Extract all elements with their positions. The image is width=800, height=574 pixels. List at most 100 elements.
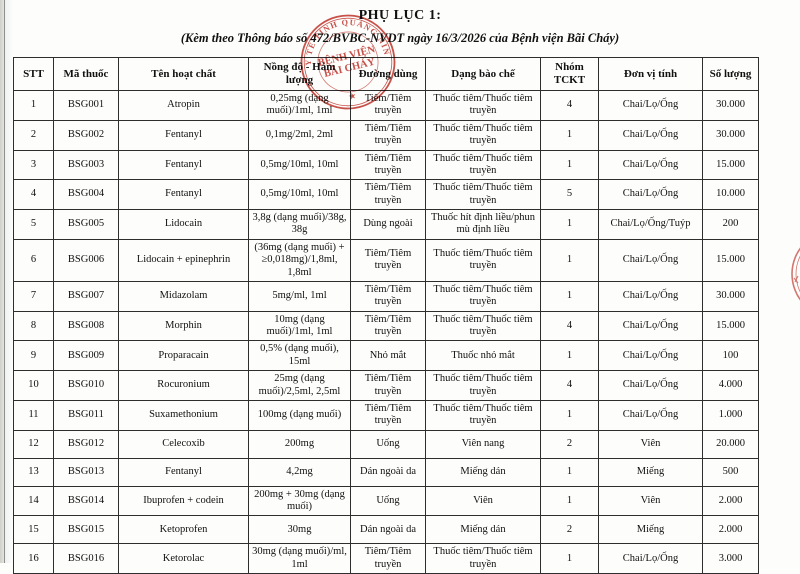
header-stt: STT [13, 57, 54, 91]
cell-nong-do-ham-luong: 5mg/ml, 1ml [248, 280, 351, 312]
cell-ten-hoat-chat: Atropin [118, 90, 249, 121]
table-header-row: STT Mã thuốc Tên hoạt chất Nồng độ - Hàm lư… [13, 57, 759, 91]
cell-ma-thuoc: BSG008 [53, 310, 119, 342]
cell-nong-do-ham-luong: 4,2mg [248, 457, 351, 487]
cell-stt: 1 [13, 90, 54, 121]
cell-so-luong: 2.000 [702, 485, 759, 517]
cell-nhom-tckt: 1 [540, 238, 599, 282]
cell-so-luong: 30.000 [702, 119, 759, 151]
cell-stt: 15 [13, 515, 54, 545]
cell-don-vi-tinh: Chai/Lọ/Ống [598, 340, 703, 372]
cell-nhom-tckt: 2 [540, 515, 599, 545]
cell-ma-thuoc: BSG013 [53, 457, 119, 487]
cell-duong-dung: Tiêm/Tiêm truyền [350, 149, 426, 181]
cell-nhom-tckt: 1 [540, 119, 599, 151]
cell-dang-bao-che: Viên nang [425, 429, 541, 459]
cell-ma-thuoc: BSG010 [53, 370, 119, 401]
partial-stamp-right-edge [791, 247, 800, 301]
cell-so-luong: 100 [702, 340, 759, 372]
cell-so-luong: 15.000 [702, 238, 759, 282]
cell-duong-dung: Uống [350, 429, 426, 459]
cell-nhom-tckt: 1 [540, 543, 599, 574]
cell-ma-thuoc: BSG002 [53, 119, 119, 151]
cell-so-luong: 2.000 [702, 515, 759, 545]
table-row: 5 BSG005 Lidocain 3,8g (dạng muối)/38g, 38g… [13, 209, 759, 240]
header-nhom-tckt: Nhóm TCKT [540, 57, 599, 91]
cell-nhom-tckt: 4 [540, 310, 599, 342]
cell-nhom-tckt: 1 [540, 457, 599, 487]
cell-ten-hoat-chat: Fentanyl [118, 179, 249, 210]
cell-ten-hoat-chat: Celecoxib [118, 429, 249, 459]
cell-ten-hoat-chat: Lidocain + epinephrin [118, 238, 249, 282]
scan-shadow [5, 0, 13, 563]
cell-nong-do-ham-luong: 0,1mg/2ml, 2ml [248, 119, 351, 151]
cell-nong-do-ham-luong: 30mg [248, 515, 351, 545]
page-subtitle: (Kèm theo Thông báo số 472/BVBC-NVDT ngà… [180, 31, 620, 45]
cell-don-vi-tinh: Chai/Lọ/Ống/Tuýp [598, 209, 703, 240]
cell-stt: 16 [13, 543, 54, 574]
cell-ten-hoat-chat: Suxamethonium [118, 399, 249, 431]
cell-ten-hoat-chat: Ibuprofen + codein [118, 485, 249, 517]
cell-stt: 8 [13, 310, 54, 342]
cell-dang-bao-che: Thuốc nhỏ mắt [425, 340, 541, 372]
cell-ten-hoat-chat: Fentanyl [118, 149, 249, 181]
cell-nhom-tckt: 2 [540, 429, 599, 459]
page-title: PHỤ LỤC 1: [358, 8, 442, 23]
cell-nhom-tckt: 1 [540, 149, 599, 181]
cell-don-vi-tinh: Miếng [598, 457, 703, 487]
cell-ten-hoat-chat: Ketorolac [118, 543, 249, 574]
cell-ma-thuoc: BSG015 [53, 515, 119, 545]
cell-duong-dung: Dán ngoài da [350, 515, 426, 545]
cell-duong-dung: Tiêm/Tiêm truyền [350, 238, 426, 282]
cell-don-vi-tinh: Chai/Lọ/Ống [598, 370, 703, 401]
cell-dang-bao-che: Miếng dán [425, 515, 541, 545]
cell-ma-thuoc: BSG003 [53, 149, 119, 181]
header-ten-hoat-chat: Tên hoạt chất [118, 57, 249, 91]
cell-ma-thuoc: BSG012 [53, 429, 119, 459]
cell-stt: 6 [13, 238, 54, 282]
cell-nong-do-ham-luong: 0,5mg/10ml, 10ml [248, 179, 351, 210]
cell-ma-thuoc: BSG006 [53, 238, 119, 282]
header-so-luong: Số lượng [702, 57, 759, 91]
partial-stamp-mark [793, 275, 799, 284]
cell-duong-dung: Nhỏ mắt [350, 340, 426, 372]
cell-don-vi-tinh: Chai/Lọ/Ống [598, 179, 703, 210]
cell-so-luong: 15.000 [702, 310, 759, 342]
cell-duong-dung: Tiêm/Tiêm truyền [350, 90, 426, 121]
table-row: 7 BSG007 Midazolam 5mg/ml, 1ml Tiêm/Tiêm tru… [13, 280, 759, 312]
cell-nong-do-ham-luong: 30mg (dạng muối)/ml, 1ml [248, 543, 351, 574]
cell-dang-bao-che: Viên [425, 485, 541, 517]
table-row: 6 BSG006 Lidocain + epinephrin (36mg (dạng … [13, 238, 759, 282]
cell-stt: 14 [13, 485, 54, 517]
cell-duong-dung: Tiêm/Tiêm truyền [350, 370, 426, 401]
cell-duong-dung: Tiêm/Tiêm truyền [350, 543, 426, 574]
cell-dang-bao-che: Thuốc tiêm/Thuốc tiêm truyền [425, 119, 541, 151]
cell-nong-do-ham-luong: 25mg (dạng muối)/2,5ml, 2,5ml [248, 370, 351, 401]
cell-duong-dung: Tiêm/Tiêm truyền [350, 280, 426, 312]
header-ma-thuoc: Mã thuốc [53, 57, 119, 91]
cell-dang-bao-che: Thuốc tiêm/Thuốc tiêm truyền [425, 179, 541, 210]
table-body: 1 BSG001 Atropin 0,25mg (dạng muối)/1ml, 1m… [13, 90, 759, 574]
table-row: 1 BSG001 Atropin 0,25mg (dạng muối)/1ml, 1m… [13, 90, 759, 121]
cell-nhom-tckt: 1 [540, 209, 599, 240]
partial-stamp-inner-ring [795, 255, 800, 293]
cell-dang-bao-che: Thuốc tiêm/Thuốc tiêm truyền [425, 543, 541, 574]
cell-nhom-tckt: 1 [540, 280, 599, 312]
cell-stt: 7 [13, 280, 54, 312]
cell-stt: 2 [13, 119, 54, 151]
cell-duong-dung: Tiêm/Tiêm truyền [350, 310, 426, 342]
cell-nong-do-ham-luong: 0,25mg (dạng muối)/1ml, 1ml [248, 90, 351, 121]
cell-duong-dung: Uống [350, 485, 426, 517]
cell-so-luong: 200 [702, 209, 759, 240]
cell-don-vi-tinh: Chai/Lọ/Ống [598, 238, 703, 282]
header-duong-dung: Đường dùng [350, 57, 426, 91]
cell-so-luong: 4.000 [702, 370, 759, 401]
cell-don-vi-tinh: Chai/Lọ/Ống [598, 543, 703, 574]
table-row: 10 BSG010 Rocuronium 25mg (dạng muối)/2,5ml… [13, 370, 759, 401]
cell-dang-bao-che: Thuốc tiêm/Thuốc tiêm truyền [425, 90, 541, 121]
cell-dang-bao-che: Thuốc tiêm/Thuốc tiêm truyền [425, 238, 541, 282]
cell-nhom-tckt: 1 [540, 399, 599, 431]
cell-so-luong: 1.000 [702, 399, 759, 431]
header-don-vi-tinh: Đơn vị tính [598, 57, 703, 91]
cell-ma-thuoc: BSG007 [53, 280, 119, 312]
